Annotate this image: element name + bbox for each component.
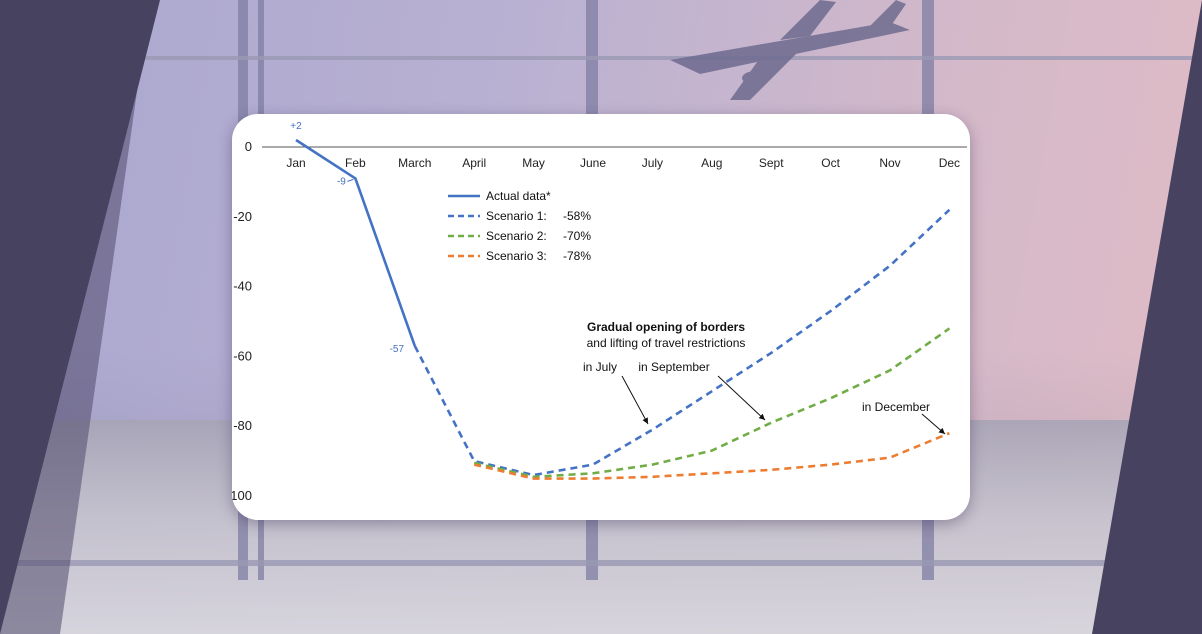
data-label: -57 (390, 344, 405, 355)
line-chart: 0 -20 -40 -60 -80 100 Jan Feb March April May June… (232, 121, 967, 503)
annotation-arrow (717, 375, 766, 421)
x-tick-label: Feb (345, 156, 366, 170)
x-tick-label: May (522, 156, 545, 170)
x-tick-label: Sept (759, 156, 784, 170)
data-label-leader (347, 178, 354, 182)
y-tick-label: -40 (233, 279, 252, 294)
x-tick-label: Aug (701, 156, 722, 170)
legend-label: Scenario 1: (486, 209, 547, 223)
x-tick-label: March (398, 156, 431, 170)
x-tick-label: Nov (879, 156, 900, 170)
series-line-scenario-1 (413, 208, 951, 477)
y-tick-label: 0 (245, 139, 252, 154)
annotation-title: Gradual opening of borders (587, 320, 745, 334)
y-tick-label: -20 (233, 209, 252, 224)
chart-card: 0 -20 -40 -60 -80 100 Jan Feb March April May June… (232, 114, 970, 520)
legend-label: Scenario 3: (486, 249, 547, 263)
window-rail (0, 560, 1202, 566)
window-rail (0, 56, 1202, 60)
data-label: -9 (337, 176, 346, 187)
x-tick-label: June (580, 156, 606, 170)
x-tick-label: July (642, 156, 663, 170)
series-line-scenario-2 (473, 327, 951, 479)
legend-label: Actual data* (486, 189, 551, 203)
annotation-label: in September (638, 360, 709, 374)
legend-label: Scenario 2: (486, 229, 547, 243)
series-line-scenario-3 (473, 431, 950, 480)
annotation-label: in July (583, 360, 617, 374)
legend-percent: -78% (563, 249, 591, 263)
annotation-arrow (921, 413, 946, 435)
y-tick-label: -80 (233, 418, 252, 433)
airplane-icon (670, 0, 910, 100)
x-tick-label: Jan (286, 156, 305, 170)
y-tick-label: 100 (232, 488, 252, 503)
series-line-actual (295, 138, 417, 347)
y-tick-label: -60 (233, 348, 252, 363)
annotation-arrow (621, 375, 649, 425)
x-tick-label: Dec (939, 156, 960, 170)
x-tick-label: April (462, 156, 486, 170)
data-label: +2 (290, 121, 302, 132)
legend-percent: -58% (563, 209, 591, 223)
x-tick-label: Oct (821, 156, 840, 170)
annotation-subtitle: and lifting of travel restrictions (587, 336, 746, 350)
legend-percent: -70% (563, 229, 591, 243)
annotation-label: in December (862, 400, 930, 414)
